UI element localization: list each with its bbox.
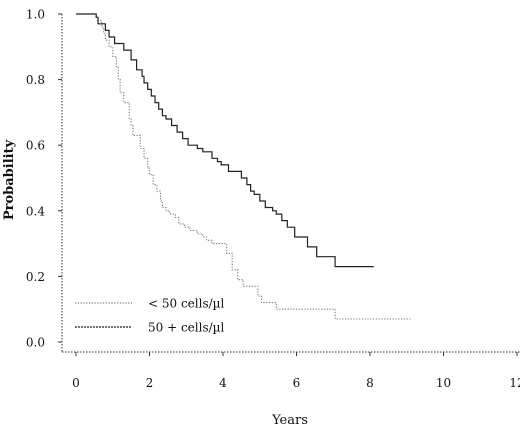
series-line-low-cells (76, 13, 411, 320)
series-layer (76, 13, 411, 320)
x-tick-label: 8 (366, 376, 374, 390)
y-tick-label: 0.2 (26, 270, 45, 284)
y-ticks: 0.0 0.2 0.4 0.6 0.8 1.0 (26, 8, 62, 350)
x-tick-label: 6 (293, 376, 301, 390)
legend-label-low-cells: < 50 cells/µl (148, 297, 224, 311)
legend: < 50 cells/µl 50 + cells/µl (75, 297, 224, 335)
y-tick-label: 0.8 (26, 73, 45, 87)
y-tick-label: 1.0 (26, 8, 45, 22)
x-ticks: 0 2 4 6 8 10 12 (72, 352, 520, 390)
x-tick-label: 10 (436, 376, 451, 390)
x-tick-label: 4 (219, 376, 227, 390)
y-tick-label: 0.6 (26, 139, 45, 153)
x-tick-label: 12 (509, 376, 520, 390)
legend-label-high-cells: 50 + cells/µl (148, 321, 224, 335)
x-tick-label: 2 (146, 376, 154, 390)
y-tick-label: 0.4 (26, 204, 45, 218)
x-axis-title: Years (271, 413, 308, 428)
y-axis-title: Probability (2, 139, 17, 220)
y-tick-label: 0.0 (26, 336, 45, 350)
series-line-high-cells (76, 13, 374, 268)
x-tick-label: 0 (72, 376, 80, 390)
